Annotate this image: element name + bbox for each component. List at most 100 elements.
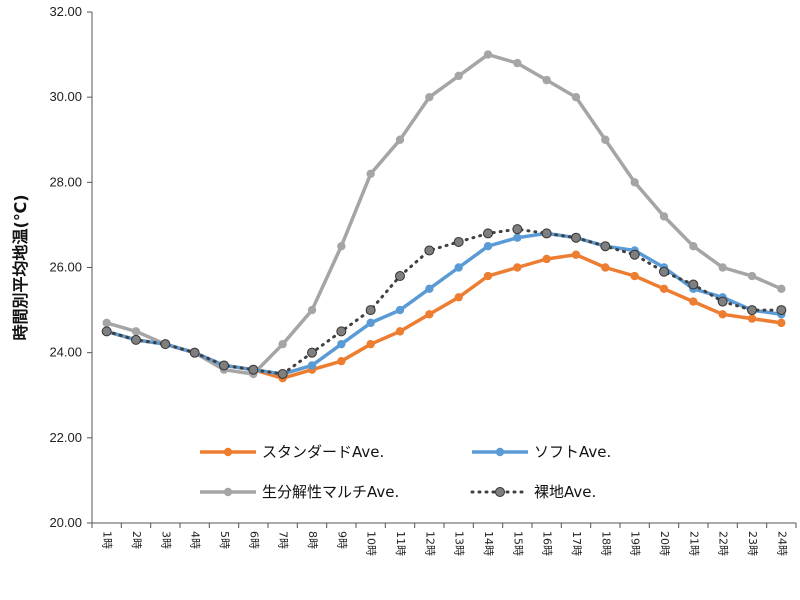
data-point	[601, 263, 610, 272]
data-point	[454, 263, 463, 272]
data-point	[717, 296, 728, 307]
x-tick-label: 5時	[218, 531, 231, 549]
legend-marker	[495, 487, 505, 497]
data-point	[483, 242, 493, 251]
x-tick-label: 3時	[159, 531, 172, 549]
y-tick-label: 32.00	[49, 4, 82, 19]
x-tick-label: 1時	[101, 531, 114, 549]
data-point	[718, 310, 727, 319]
data-point	[659, 212, 669, 221]
series-4	[101, 224, 787, 379]
data-point	[395, 271, 405, 282]
data-point	[425, 310, 434, 319]
data-point	[425, 92, 434, 102]
legend-label: 裸地Ave.	[534, 483, 596, 501]
data-point	[747, 314, 757, 323]
data-point	[629, 249, 640, 260]
data-point	[513, 233, 522, 242]
data-point	[483, 50, 493, 59]
legend-item-4: 裸地Ave.	[470, 483, 596, 501]
data-point	[278, 339, 287, 349]
data-point	[513, 58, 522, 68]
x-tick-label: 15時	[511, 531, 524, 556]
x-tick-label: 16時	[541, 531, 554, 556]
y-tick-label: 24.00	[49, 345, 82, 360]
x-tick-label: 10時	[365, 531, 378, 556]
legend-marker	[495, 447, 505, 457]
legend-label: ソフトAve.	[534, 443, 611, 461]
data-point	[571, 92, 581, 102]
data-point	[307, 361, 317, 370]
data-point	[277, 368, 288, 379]
data-point	[777, 318, 786, 328]
x-tick-label: 8時	[306, 531, 319, 549]
data-point	[366, 339, 375, 349]
x-tick-label: 9時	[335, 531, 348, 549]
x-tick-labels: 1時 2時 3時 4時 5時 6時 7時 8時 9時 10時 11時 12時 13時 14時 15時 16時 1…	[91, 523, 797, 556]
data-point	[453, 236, 464, 247]
series-line	[105, 227, 783, 376]
data-point	[101, 326, 112, 337]
x-tick-label: 12時	[423, 531, 436, 556]
legend-item-3: 生分解性マルチAve.	[200, 483, 399, 501]
y-tick-label: 30.00	[49, 89, 82, 104]
data-point	[365, 305, 376, 316]
data-point	[395, 327, 405, 336]
data-point	[689, 242, 698, 251]
x-tick-label: 18時	[599, 531, 612, 556]
legend-item-2: ソフトAve.	[472, 443, 611, 461]
data-point	[248, 364, 259, 375]
data-point	[513, 263, 522, 272]
data-point	[366, 169, 375, 179]
data-point	[337, 356, 346, 366]
data-point	[630, 271, 639, 281]
data-point	[102, 318, 111, 328]
data-point	[601, 135, 610, 144]
data-point	[131, 327, 141, 336]
legend: スタンダードAve. ソフトAve. 生分解性マルチAve. 裸地Ave.	[200, 443, 611, 501]
series-line	[106, 231, 782, 376]
data-point	[688, 279, 699, 290]
data-point	[337, 339, 346, 349]
x-tick-label: 21時	[687, 531, 700, 556]
data-point	[483, 271, 493, 281]
x-tick-label: 2時	[130, 531, 143, 549]
data-point	[189, 347, 200, 358]
data-point	[483, 228, 493, 239]
data-point	[425, 284, 434, 293]
y-tick-label: 26.00	[49, 260, 82, 275]
x-tick-label: 4時	[189, 531, 202, 549]
legend-label: スタンダードAve.	[262, 443, 384, 461]
x-tick-label: 22時	[717, 531, 730, 556]
data-point	[630, 178, 639, 187]
x-tick-label: 20時	[658, 531, 671, 556]
data-point	[395, 305, 405, 315]
data-point	[600, 241, 611, 252]
x-tick-label: 14時	[482, 531, 495, 556]
data-point	[542, 254, 551, 264]
data-point	[307, 347, 317, 358]
data-point	[424, 245, 435, 256]
data-point	[571, 232, 581, 243]
data-point	[307, 305, 317, 315]
series-3	[102, 50, 786, 379]
data-point	[131, 334, 141, 345]
data-point	[512, 224, 523, 235]
data-point	[542, 75, 551, 85]
data-point	[219, 360, 229, 371]
legend-marker	[223, 487, 233, 497]
data-point	[336, 326, 347, 337]
x-tick-label: 24時	[775, 531, 788, 556]
data-point	[454, 293, 463, 302]
data-point	[337, 242, 346, 251]
data-point	[747, 305, 757, 316]
x-tick-label: 6時	[247, 531, 260, 549]
series-1	[102, 250, 786, 383]
x-tick-label: 19時	[629, 531, 642, 556]
series-line	[106, 52, 783, 376]
series-2	[102, 229, 786, 379]
data-point	[776, 305, 787, 316]
data-point	[541, 228, 552, 239]
x-tick-label: 13時	[453, 531, 466, 556]
